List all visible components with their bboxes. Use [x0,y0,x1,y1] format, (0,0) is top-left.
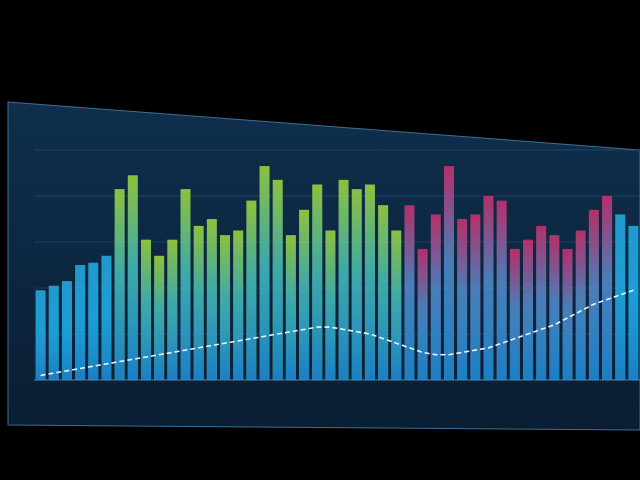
bar-shade [364,184,375,380]
bar-shade [351,189,362,380]
bar-shade [628,225,639,380]
bar-shade [206,219,217,380]
bar-shade [588,209,599,380]
bar-shade [272,179,283,380]
bar-shade [549,235,560,380]
bar-shade [35,290,46,380]
bar-shade [470,214,481,380]
bar-shade [602,196,613,380]
trend-line [40,289,634,377]
bar-shade [140,239,151,380]
bar-shade [575,230,586,380]
bar-shade [430,214,441,380]
bar-shade [483,196,494,380]
bar-shade [101,255,112,380]
bar-shade [193,225,204,380]
bar-shade [127,175,138,380]
bar-shade [615,214,626,380]
bar-shade [154,255,165,380]
bar-shade [443,166,454,380]
bar-shade [75,265,86,380]
bar-shade [536,225,547,380]
bar-shade [259,166,270,380]
bar-shade [61,281,72,380]
bar-shade [378,205,389,380]
bar-shade [562,248,573,380]
bar-shade [220,235,231,380]
bar-shade [457,219,468,380]
bar-shade [312,184,323,380]
bar-shade [404,205,415,380]
bar-shade [285,235,296,380]
bar-shade [167,239,178,380]
plot-area [34,149,640,381]
bar-shade [325,230,336,380]
bar-shade [246,200,257,380]
chart-panel [7,101,640,431]
bar-shade [233,230,244,380]
bar-shade [417,248,428,380]
bar-shade [114,189,125,380]
bar-shade [299,209,310,380]
bar-shade [509,248,520,380]
bar-shade [338,179,349,380]
bar-shade [180,189,191,380]
bar-shade [48,285,59,380]
bar-shade [391,230,402,380]
bar-shade [496,200,507,380]
bar-shade [88,262,99,380]
bar-shade [523,239,534,380]
